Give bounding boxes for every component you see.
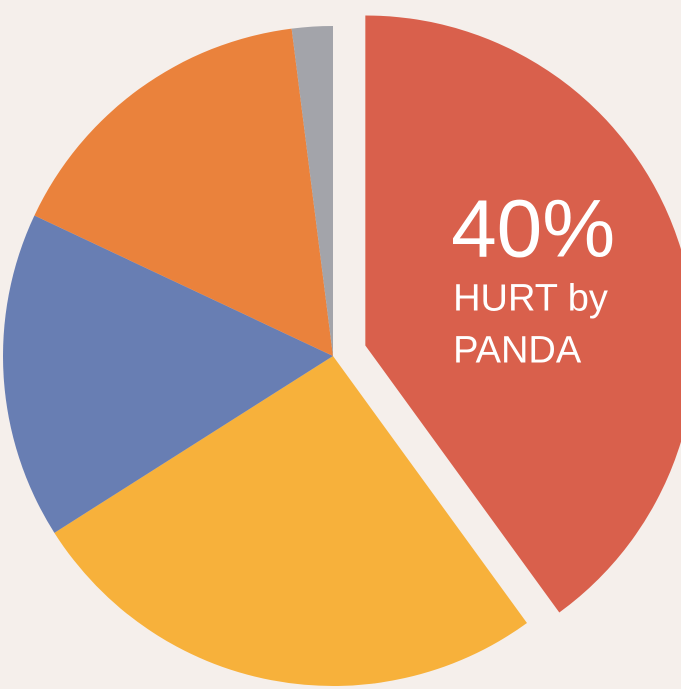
slice-annotation-line-1: PANDA [453, 329, 582, 371]
pie-slice-4 [291, 26, 333, 356]
pie-labels: 40%HURT by PANDA [451, 183, 615, 371]
pie-slice-1 [54, 356, 527, 686]
slice-percent-label: 40% [451, 183, 615, 274]
pie-slice-2 [2, 215, 333, 533]
pie-slice-0 [365, 15, 681, 613]
pie-slices [2, 15, 681, 686]
slice-annotation-line-0: HURT by [453, 277, 608, 319]
pie-slice-3 [34, 28, 333, 357]
